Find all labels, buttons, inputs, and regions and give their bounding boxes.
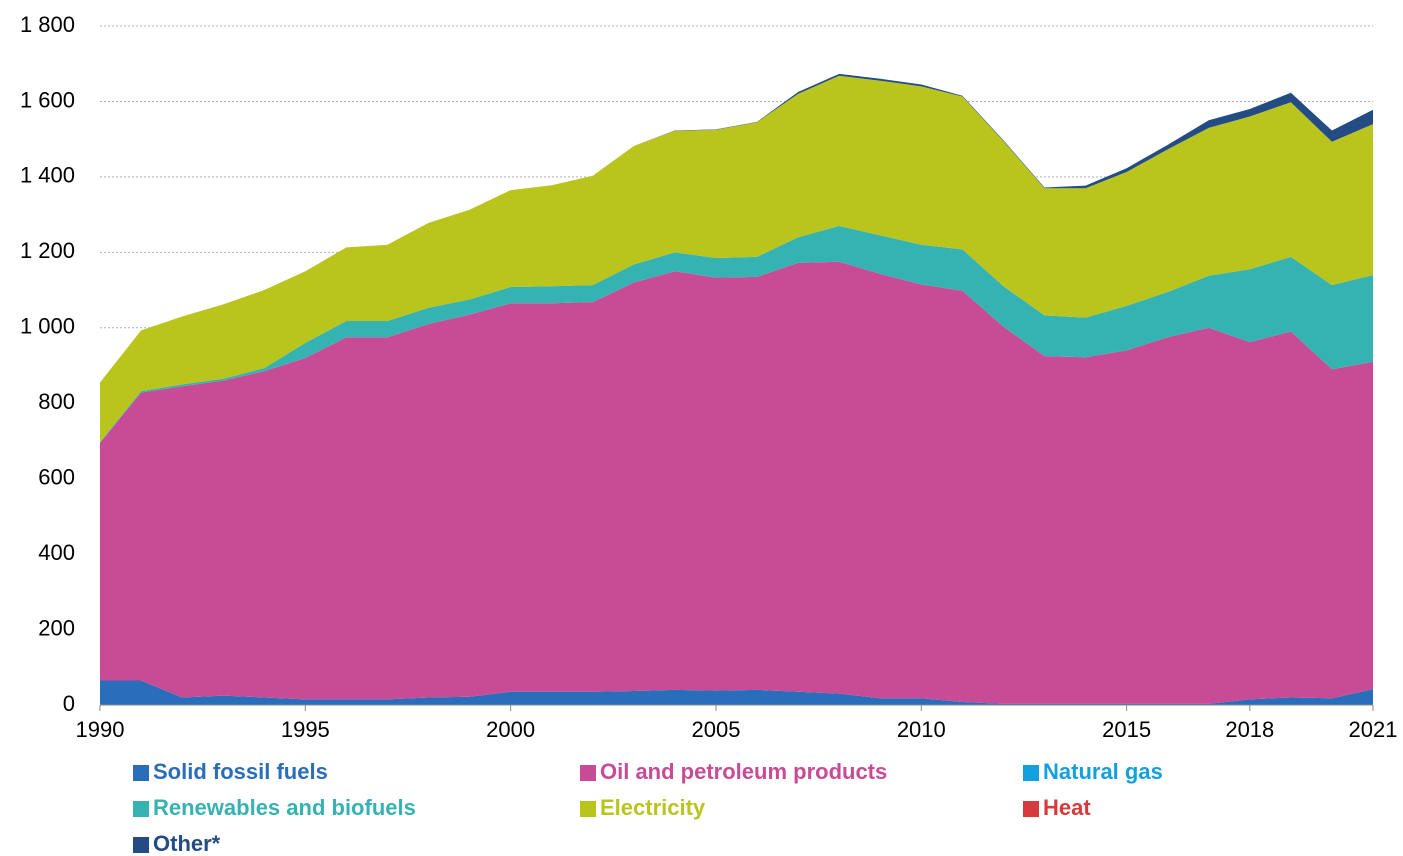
area <box>100 680 1373 705</box>
x-tick-label: 1995 <box>281 717 330 742</box>
x-tick-label: 2015 <box>1102 717 1151 742</box>
legend-label: Heat <box>1043 795 1091 820</box>
x-tick-label: 1990 <box>76 717 125 742</box>
legend-label: Electricity <box>600 795 706 820</box>
x-tick-label: 2000 <box>486 717 535 742</box>
area <box>100 261 1373 704</box>
legend-label: Other* <box>153 831 221 856</box>
legend-swatch <box>133 765 149 781</box>
legend-swatch <box>133 801 149 817</box>
y-tick-label: 600 <box>38 464 75 489</box>
y-tick-label: 800 <box>38 389 75 414</box>
x-tick-label: 2010 <box>897 717 946 742</box>
y-tick-label: 200 <box>38 615 75 640</box>
x-tick-label: 2021 <box>1349 717 1398 742</box>
y-tick-label: 1 000 <box>20 314 75 339</box>
legend-label: Solid fossil fuels <box>153 759 328 784</box>
legend-label: Natural gas <box>1043 759 1163 784</box>
x-tick-label: 2005 <box>691 717 740 742</box>
y-tick-label: 0 <box>63 691 75 716</box>
area <box>100 225 1373 443</box>
legend-swatch <box>133 837 149 853</box>
legend-swatch <box>1023 765 1039 781</box>
legend-label: Oil and petroleum products <box>600 759 887 784</box>
y-tick-label: 400 <box>38 540 75 565</box>
legend-label: Renewables and biofuels <box>153 795 416 820</box>
legend-swatch <box>1023 801 1039 817</box>
y-tick-label: 1 400 <box>20 163 75 188</box>
area <box>100 75 1373 443</box>
legend-swatch <box>580 765 596 781</box>
x-tick-label: 2018 <box>1225 717 1274 742</box>
y-tick-label: 1 600 <box>20 87 75 112</box>
legend-swatch <box>580 801 596 817</box>
y-tick-label: 1 200 <box>20 238 75 263</box>
y-tick-label: 1 800 <box>20 12 75 37</box>
